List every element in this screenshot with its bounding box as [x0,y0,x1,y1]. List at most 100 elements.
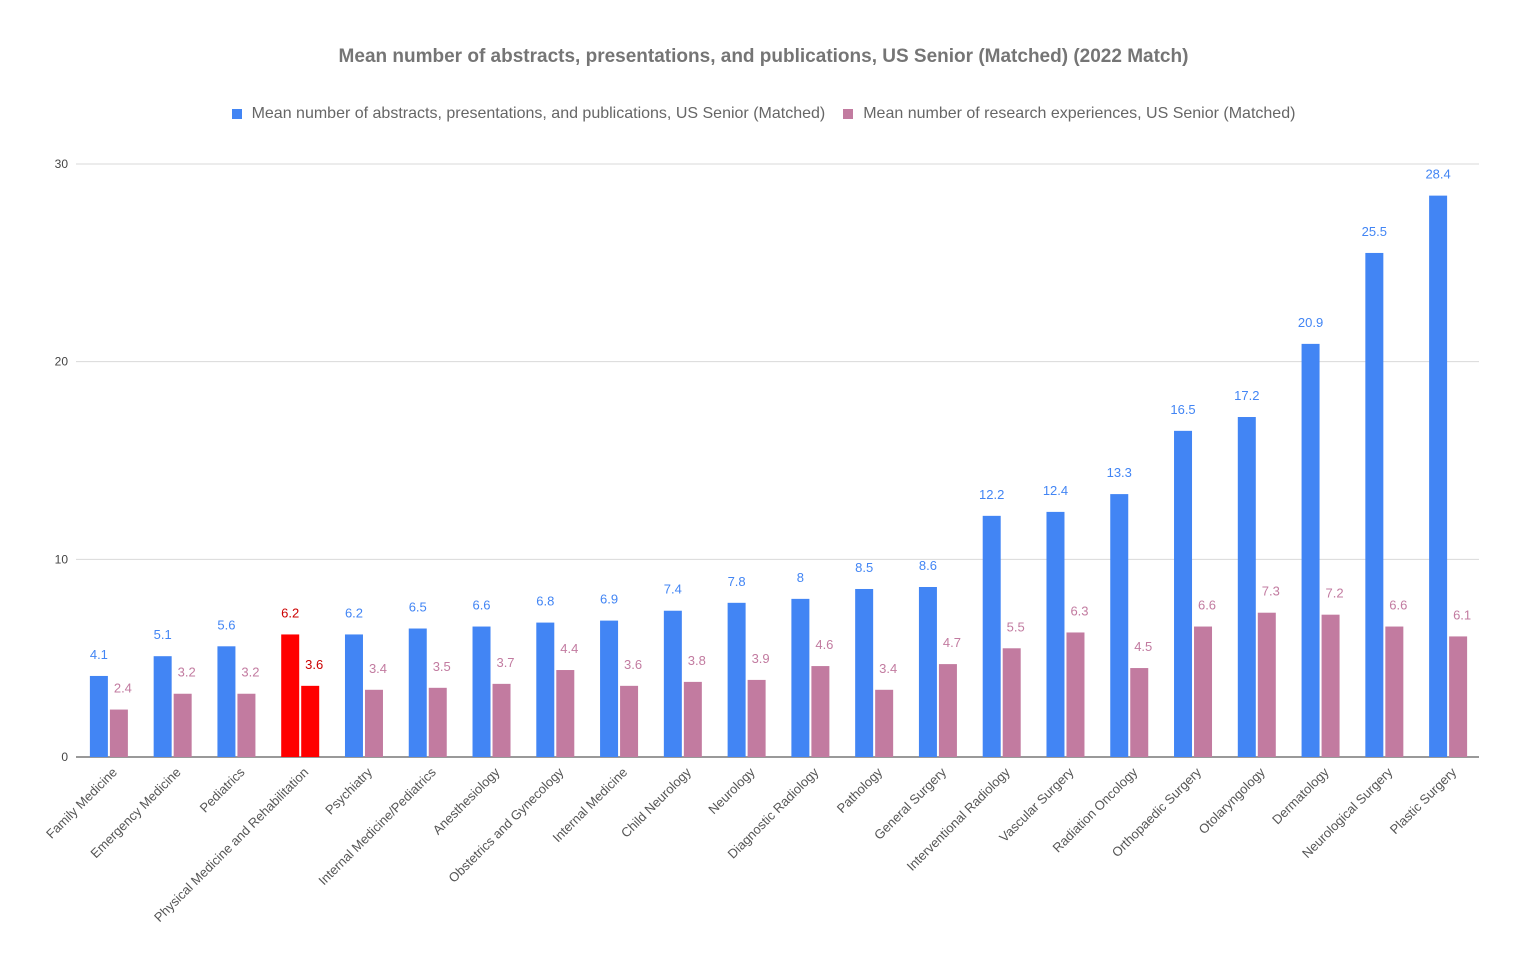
data-label-publications: 16.5 [1170,402,1195,417]
data-label-research: 3.9 [752,651,770,666]
bar-research[interactable] [556,670,575,757]
data-label-research: 7.2 [1326,586,1344,601]
bar-publications[interactable] [472,626,491,757]
bar-research[interactable] [1449,636,1468,757]
data-label-research: 3.8 [688,653,706,668]
x-tick-label: Plastic Surgery [1387,764,1460,837]
bar-research[interactable] [173,693,192,757]
bar-publications[interactable] [408,628,427,757]
data-label-publications: 8.5 [855,560,873,575]
bar-research[interactable] [747,679,766,757]
bar-research[interactable] [492,683,511,757]
data-label-publications: 4.1 [90,647,108,662]
x-tick-label: Dermatology [1269,764,1332,827]
bar-publications[interactable] [791,598,810,757]
x-tick-label: Psychiatry [322,764,375,817]
legend: Mean number of abstracts, presentations,… [0,105,1527,123]
bar-research[interactable] [1066,632,1085,757]
x-tick-label: Internal Medicine/Pediatrics [315,764,439,888]
bar-publications[interactable] [536,622,555,757]
bar-publications[interactable] [855,588,874,757]
bar-research[interactable] [301,685,320,757]
legend-item-research[interactable]: Mean number of research experiences, US … [843,105,1295,123]
bar-publications[interactable] [727,602,746,757]
bar-research[interactable] [811,666,830,757]
bar-publications[interactable] [344,634,363,757]
data-label-publications: 6.8 [536,594,554,609]
bar-publications[interactable] [1237,417,1256,757]
bar-research[interactable] [1130,668,1149,757]
data-label-research: 6.6 [1389,598,1407,613]
data-label-publications: 6.2 [281,605,299,620]
data-label-publications: 12.2 [979,487,1004,502]
data-label-research: 4.4 [560,641,578,656]
bar-publications[interactable] [1365,252,1384,757]
bar-research[interactable] [875,689,894,757]
data-label-publications: 8.6 [919,558,937,573]
data-label-publications: 6.9 [600,592,618,607]
bar-publications[interactable] [89,675,108,757]
bar-publications[interactable] [1110,494,1129,757]
x-tick-label: Pathology [834,764,886,816]
bar-publications[interactable] [1301,343,1320,757]
data-label-publications: 6.5 [409,600,427,615]
chart-title: Mean number of abstracts, presentations,… [338,46,1189,67]
bar-research[interactable] [1194,626,1213,757]
bar-publications[interactable] [982,515,1001,757]
x-tick-label: Neurology [705,764,758,817]
bar-research[interactable] [683,681,702,757]
legend-item-publications[interactable]: Mean number of abstracts, presentations,… [231,105,825,123]
data-label-publications: 12.4 [1043,483,1068,498]
x-tick-label: Otolaryngology [1195,764,1268,837]
bar-publications[interactable] [1429,195,1448,758]
data-label-research: 4.5 [1134,639,1152,654]
bar-research[interactable] [428,687,447,757]
bar-research[interactable] [1257,612,1276,757]
bar-publications[interactable] [281,634,300,757]
bar-research[interactable] [237,693,256,757]
bar-publications[interactable] [600,620,619,757]
bar-research[interactable] [1321,614,1340,757]
bar-research[interactable] [109,709,128,757]
bar-publications[interactable] [153,656,172,757]
data-label-publications: 6.6 [472,598,490,613]
legend-swatch-research [843,109,854,119]
data-label-research: 3.4 [879,661,897,676]
data-label-research: 5.5 [1007,619,1025,634]
y-tick-label: 30 [55,157,69,171]
bar-publications[interactable] [918,587,937,757]
bar-publications[interactable] [663,610,682,757]
legend-swatch-publications [231,109,242,119]
bar-research[interactable] [938,664,957,757]
data-label-research: 7.3 [1262,584,1280,599]
data-label-publications: 25.5 [1362,224,1387,239]
bar-publications[interactable] [217,646,236,757]
legend-label-research: Mean number of research experiences, US … [863,105,1296,122]
data-label-research: 4.6 [815,637,833,652]
x-tick-label: Pediatrics [197,764,248,815]
data-label-research: 3.7 [496,655,514,670]
x-tick-label: Interventional Radiology [904,764,1014,874]
bar-research[interactable] [1385,626,1404,757]
data-label-research: 3.6 [305,657,323,672]
bar-publications[interactable] [1046,511,1065,757]
data-label-publications: 28.4 [1425,167,1450,182]
data-label-publications: 8 [797,570,804,585]
data-label-research: 6.1 [1453,607,1471,622]
data-label-research: 4.7 [943,635,961,650]
data-label-research: 2.4 [114,681,132,696]
y-tick-label: 20 [55,355,69,369]
data-label-publications: 17.2 [1234,388,1259,403]
data-label-research: 3.6 [624,657,642,672]
data-label-publications: 7.4 [664,582,682,597]
bar-research[interactable] [364,689,383,757]
data-label-publications: 13.3 [1107,465,1132,480]
data-label-research: 6.3 [1070,603,1088,618]
bar-publications[interactable] [1174,430,1193,757]
data-label-publications: 5.6 [217,617,235,632]
data-label-publications: 7.8 [728,574,746,589]
bar-research[interactable] [1002,648,1021,757]
bar-research[interactable] [620,685,639,757]
